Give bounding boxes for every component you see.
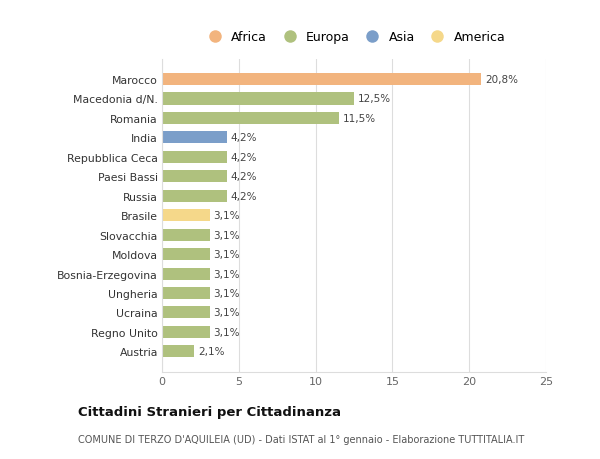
Text: 3,1%: 3,1%: [214, 308, 240, 318]
Bar: [162, 132, 227, 144]
Text: 20,8%: 20,8%: [485, 75, 518, 85]
Bar: [162, 74, 481, 86]
Text: 4,2%: 4,2%: [230, 191, 257, 202]
Text: 2,1%: 2,1%: [198, 347, 224, 357]
Legend: Africa, Europa, Asia, America: Africa, Europa, Asia, America: [200, 28, 508, 46]
Text: Cittadini Stranieri per Cittadinanza: Cittadini Stranieri per Cittadinanza: [78, 405, 341, 419]
Bar: [162, 248, 209, 261]
Text: 3,1%: 3,1%: [214, 288, 240, 298]
Text: 3,1%: 3,1%: [214, 230, 240, 240]
Bar: [162, 190, 227, 202]
Bar: [162, 268, 209, 280]
Text: COMUNE DI TERZO D'AQUILEIA (UD) - Dati ISTAT al 1° gennaio - Elaborazione TUTTIT: COMUNE DI TERZO D'AQUILEIA (UD) - Dati I…: [78, 434, 524, 443]
Bar: [162, 210, 209, 222]
Text: 4,2%: 4,2%: [230, 152, 257, 162]
Text: 3,1%: 3,1%: [214, 211, 240, 221]
Text: 4,2%: 4,2%: [230, 133, 257, 143]
Text: 11,5%: 11,5%: [343, 114, 376, 123]
Bar: [162, 287, 209, 299]
Text: 3,1%: 3,1%: [214, 250, 240, 259]
Text: 12,5%: 12,5%: [358, 94, 391, 104]
Bar: [162, 171, 227, 183]
Bar: [162, 151, 227, 163]
Text: 3,1%: 3,1%: [214, 327, 240, 337]
Bar: [162, 346, 194, 358]
Bar: [162, 229, 209, 241]
Text: 4,2%: 4,2%: [230, 172, 257, 182]
Bar: [162, 112, 338, 125]
Bar: [162, 307, 209, 319]
Bar: [162, 93, 354, 105]
Text: 3,1%: 3,1%: [214, 269, 240, 279]
Bar: [162, 326, 209, 338]
